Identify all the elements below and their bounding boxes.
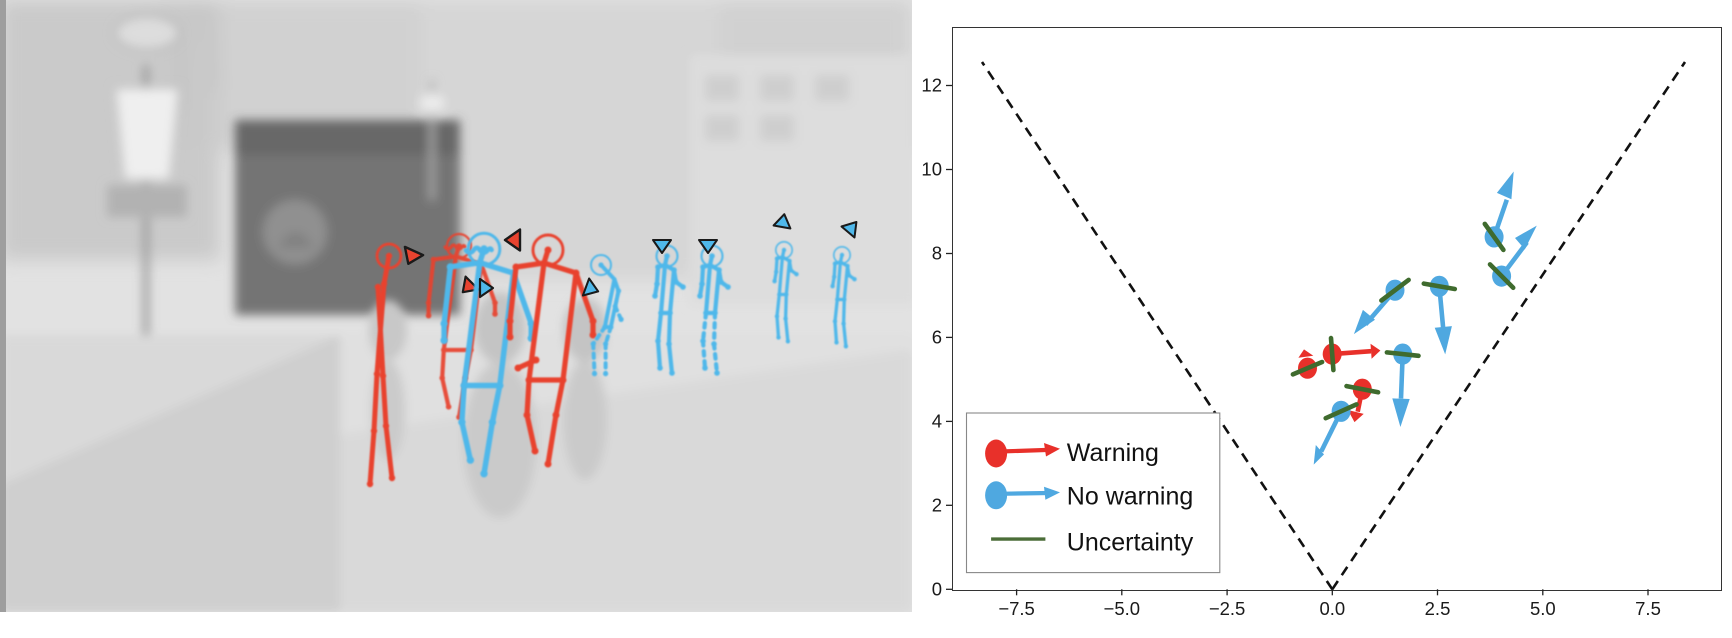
svg-text:Warning: Warning [1066, 439, 1158, 467]
svg-text:0: 0 [931, 578, 941, 599]
svg-text:−7.5: −7.5 [998, 598, 1035, 619]
svg-text:2: 2 [931, 494, 941, 515]
svg-text:2.5: 2.5 [1424, 598, 1450, 619]
svg-text:12: 12 [921, 74, 942, 95]
svg-text:10: 10 [921, 158, 942, 179]
svg-text:−5.0: −5.0 [1103, 598, 1140, 619]
svg-text:8: 8 [931, 242, 941, 263]
svg-text:Uncertainty: Uncertainty [1066, 528, 1193, 556]
svg-text:4: 4 [931, 410, 941, 431]
svg-text:7.5: 7.5 [1635, 598, 1661, 619]
svg-text:No warning: No warning [1066, 482, 1192, 510]
svg-text:5.0: 5.0 [1530, 598, 1556, 619]
svg-text:−2.5: −2.5 [1208, 598, 1245, 619]
svg-text:0.0: 0.0 [1319, 598, 1345, 619]
svg-text:6: 6 [931, 326, 941, 347]
